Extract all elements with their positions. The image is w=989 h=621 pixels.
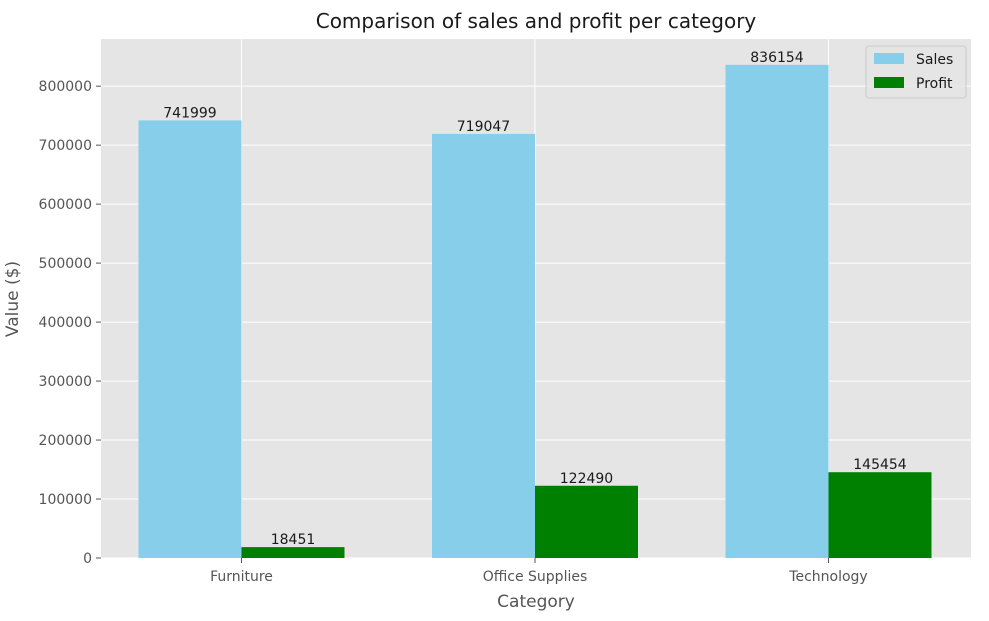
x-tick-label: Office Supplies xyxy=(483,569,588,585)
x-tick-label: Furniture xyxy=(210,569,273,585)
legend: Sales Profit xyxy=(865,45,967,99)
legend-label-profit: Profit xyxy=(916,76,953,92)
bar-profit-furniture xyxy=(241,547,345,558)
y-axis-label: Value ($) xyxy=(3,261,23,337)
x-axis-ticks: Furniture Office Supplies Technology xyxy=(210,558,868,585)
x-axis-label: Category xyxy=(497,592,575,612)
legend-label-sales: Sales xyxy=(916,52,953,68)
y-tick-label: 700000 xyxy=(39,138,92,154)
bars xyxy=(138,64,932,559)
y-tick-label: 400000 xyxy=(39,315,92,331)
y-axis-ticks: 0 100000 200000 300000 400000 500000 600000 700… xyxy=(39,79,101,567)
data-label-sales: 719047 xyxy=(457,119,510,135)
bar-sales-office-supplies xyxy=(432,133,535,558)
bar-profit-office-supplies xyxy=(535,485,638,558)
x-tick-label: Technology xyxy=(788,569,867,585)
legend-swatch-sales xyxy=(874,53,904,64)
y-tick-label: 600000 xyxy=(39,197,92,213)
y-tick-label: 300000 xyxy=(39,374,92,390)
y-tick-label: 500000 xyxy=(39,256,92,272)
data-label-sales: 741999 xyxy=(163,105,216,121)
y-tick-label: 100000 xyxy=(39,492,92,508)
data-label-profit: 122490 xyxy=(560,471,613,487)
y-tick-label: 0 xyxy=(83,551,92,567)
bar-sales-technology xyxy=(725,64,829,558)
legend-swatch-profit xyxy=(874,77,904,88)
chart-title: Comparison of sales and profit per categ… xyxy=(316,9,757,33)
bar-profit-technology xyxy=(828,472,932,558)
bar-sales-furniture xyxy=(138,120,242,559)
data-labels: 741999 719047 836154 18451 122490 145454 xyxy=(163,50,907,548)
data-label-sales: 836154 xyxy=(750,50,804,66)
y-tick-label: 800000 xyxy=(39,79,92,95)
y-tick-label: 200000 xyxy=(39,433,92,449)
data-label-profit: 18451 xyxy=(271,532,316,548)
data-label-profit: 145454 xyxy=(853,457,907,473)
